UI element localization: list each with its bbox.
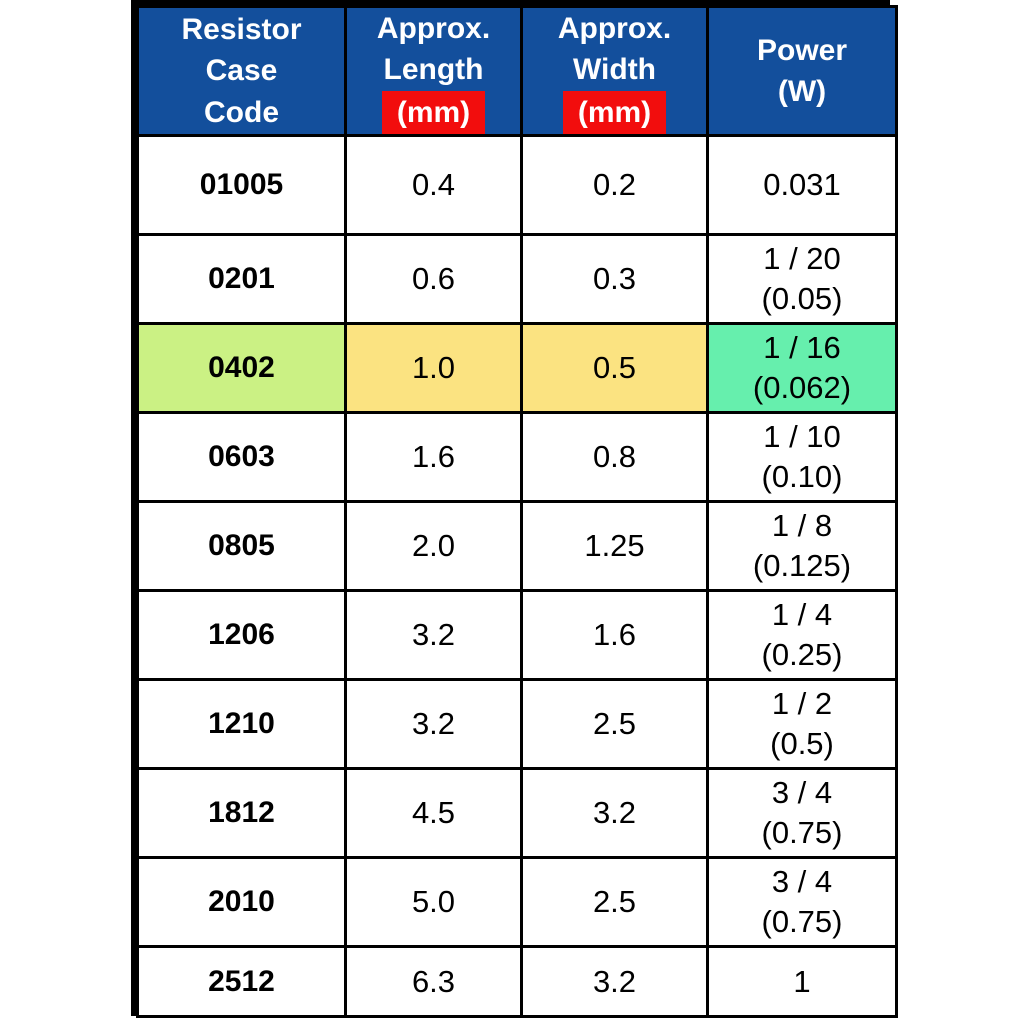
cell-width: 0.8 xyxy=(520,411,709,504)
cell-width: 0.2 xyxy=(520,134,709,237)
cell-power: 3 / 4 (0.75) xyxy=(706,856,898,949)
cell-power: 1 / 8 (0.125) xyxy=(706,500,898,593)
cell-length: 2.0 xyxy=(344,500,523,593)
resistor-size-table: Resistor Case Code Approx. Length (mm) A… xyxy=(136,4,898,1019)
cell-power-highlighted: 1 / 16 (0.062) xyxy=(706,322,898,415)
cell-power: 1 / 10 (0.10) xyxy=(706,411,898,504)
cell-length: 0.4 xyxy=(344,134,523,237)
table-row-01005: 01005 0.4 0.2 0.031 xyxy=(136,134,898,237)
header-case-code-line2: Case xyxy=(205,54,278,88)
header-width-line1: Approx. xyxy=(557,12,672,45)
cell-width: 3.2 xyxy=(520,767,709,860)
cell-width: 2.5 xyxy=(520,856,709,949)
cell-length: 4.5 xyxy=(344,767,523,860)
col-header-length: Approx. Length (mm) xyxy=(344,4,523,138)
col-header-case-code: Resistor Case Code xyxy=(136,4,347,138)
cell-case-code: 1210 xyxy=(136,678,347,771)
cell-width: 2.5 xyxy=(520,678,709,771)
cell-width: 1.25 xyxy=(520,500,709,593)
cell-power: 1 / 4 (0.25) xyxy=(706,589,898,682)
header-row: Resistor Case Code Approx. Length (mm) A… xyxy=(136,4,898,138)
table-row-1210: 1210 3.2 2.5 1 / 2 (0.5) xyxy=(136,678,898,771)
header-length-line1: Approx. xyxy=(376,12,491,45)
cell-width: 3.2 xyxy=(520,945,709,1019)
cell-power: 1 xyxy=(706,945,898,1019)
table-row-0402-highlighted: 0402 1.0 0.5 1 / 16 (0.062) xyxy=(136,322,898,415)
table-row-1206: 1206 3.2 1.6 1 / 4 (0.25) xyxy=(136,589,898,682)
table-row-0201: 0201 0.6 0.3 1 / 20 (0.05) xyxy=(136,233,898,326)
cell-case-code: 0603 xyxy=(136,411,347,504)
length-unit-badge: (mm) xyxy=(381,90,486,133)
cell-power: 1 / 2 (0.5) xyxy=(706,678,898,771)
cell-power: 1 / 20 (0.05) xyxy=(706,233,898,326)
header-length-line2: Length xyxy=(383,53,484,87)
cell-case-code: 2010 xyxy=(136,856,347,949)
cell-length: 6.3 xyxy=(344,945,523,1019)
header-case-code-line1: Resistor xyxy=(181,13,302,46)
header-case-code-line3: Code xyxy=(204,95,279,129)
table-row-0603: 0603 1.6 0.8 1 / 10 (0.10) xyxy=(136,411,898,504)
cell-case-code: 1206 xyxy=(136,589,347,682)
cell-case-code: 01005 xyxy=(136,134,347,237)
cell-case-code: 2512 xyxy=(136,945,347,1019)
cell-power: 3 / 4 (0.75) xyxy=(706,767,898,860)
cell-case-code: 0201 xyxy=(136,233,347,326)
cell-case-code: 0805 xyxy=(136,500,347,593)
width-unit-badge: (mm) xyxy=(562,90,667,133)
table-body: 01005 0.4 0.2 0.031 0201 0.6 0.3 1 / 20(… xyxy=(136,134,898,1019)
cell-length-highlighted: 1.0 xyxy=(344,322,523,415)
resistor-size-table-wrapper: Resistor Case Code Approx. Length (mm) A… xyxy=(131,0,898,1019)
col-header-power: Power (W) xyxy=(706,4,898,138)
header-power-line2: (W) xyxy=(777,75,827,109)
cell-case-code-highlighted: 0402 xyxy=(136,322,347,415)
table-row-0805: 0805 2.0 1.25 1 / 8 (0.125) xyxy=(136,500,898,593)
cell-width: 0.3 xyxy=(520,233,709,326)
table-row-1812: 1812 4.5 3.2 3 / 4 (0.75) xyxy=(136,767,898,860)
cell-length: 0.6 xyxy=(344,233,523,326)
cell-length: 3.2 xyxy=(344,589,523,682)
cell-case-code: 1812 xyxy=(136,767,347,860)
table-header: Resistor Case Code Approx. Length (mm) A… xyxy=(136,4,898,138)
header-width-line2: Width xyxy=(572,53,657,87)
col-header-width: Approx. Width (mm) xyxy=(520,4,709,138)
cell-length: 5.0 xyxy=(344,856,523,949)
cell-width: 1.6 xyxy=(520,589,709,682)
cell-length: 3.2 xyxy=(344,678,523,771)
header-power-line1: Power xyxy=(756,33,848,67)
table-row-2010: 2010 5.0 2.5 3 / 4 (0.75) xyxy=(136,856,898,949)
cell-length: 1.6 xyxy=(344,411,523,504)
table-row-2512: 2512 6.3 3.2 1 xyxy=(136,945,898,1019)
cell-power: 0.031 xyxy=(706,134,898,237)
cell-width-highlighted: 0.5 xyxy=(520,322,709,415)
